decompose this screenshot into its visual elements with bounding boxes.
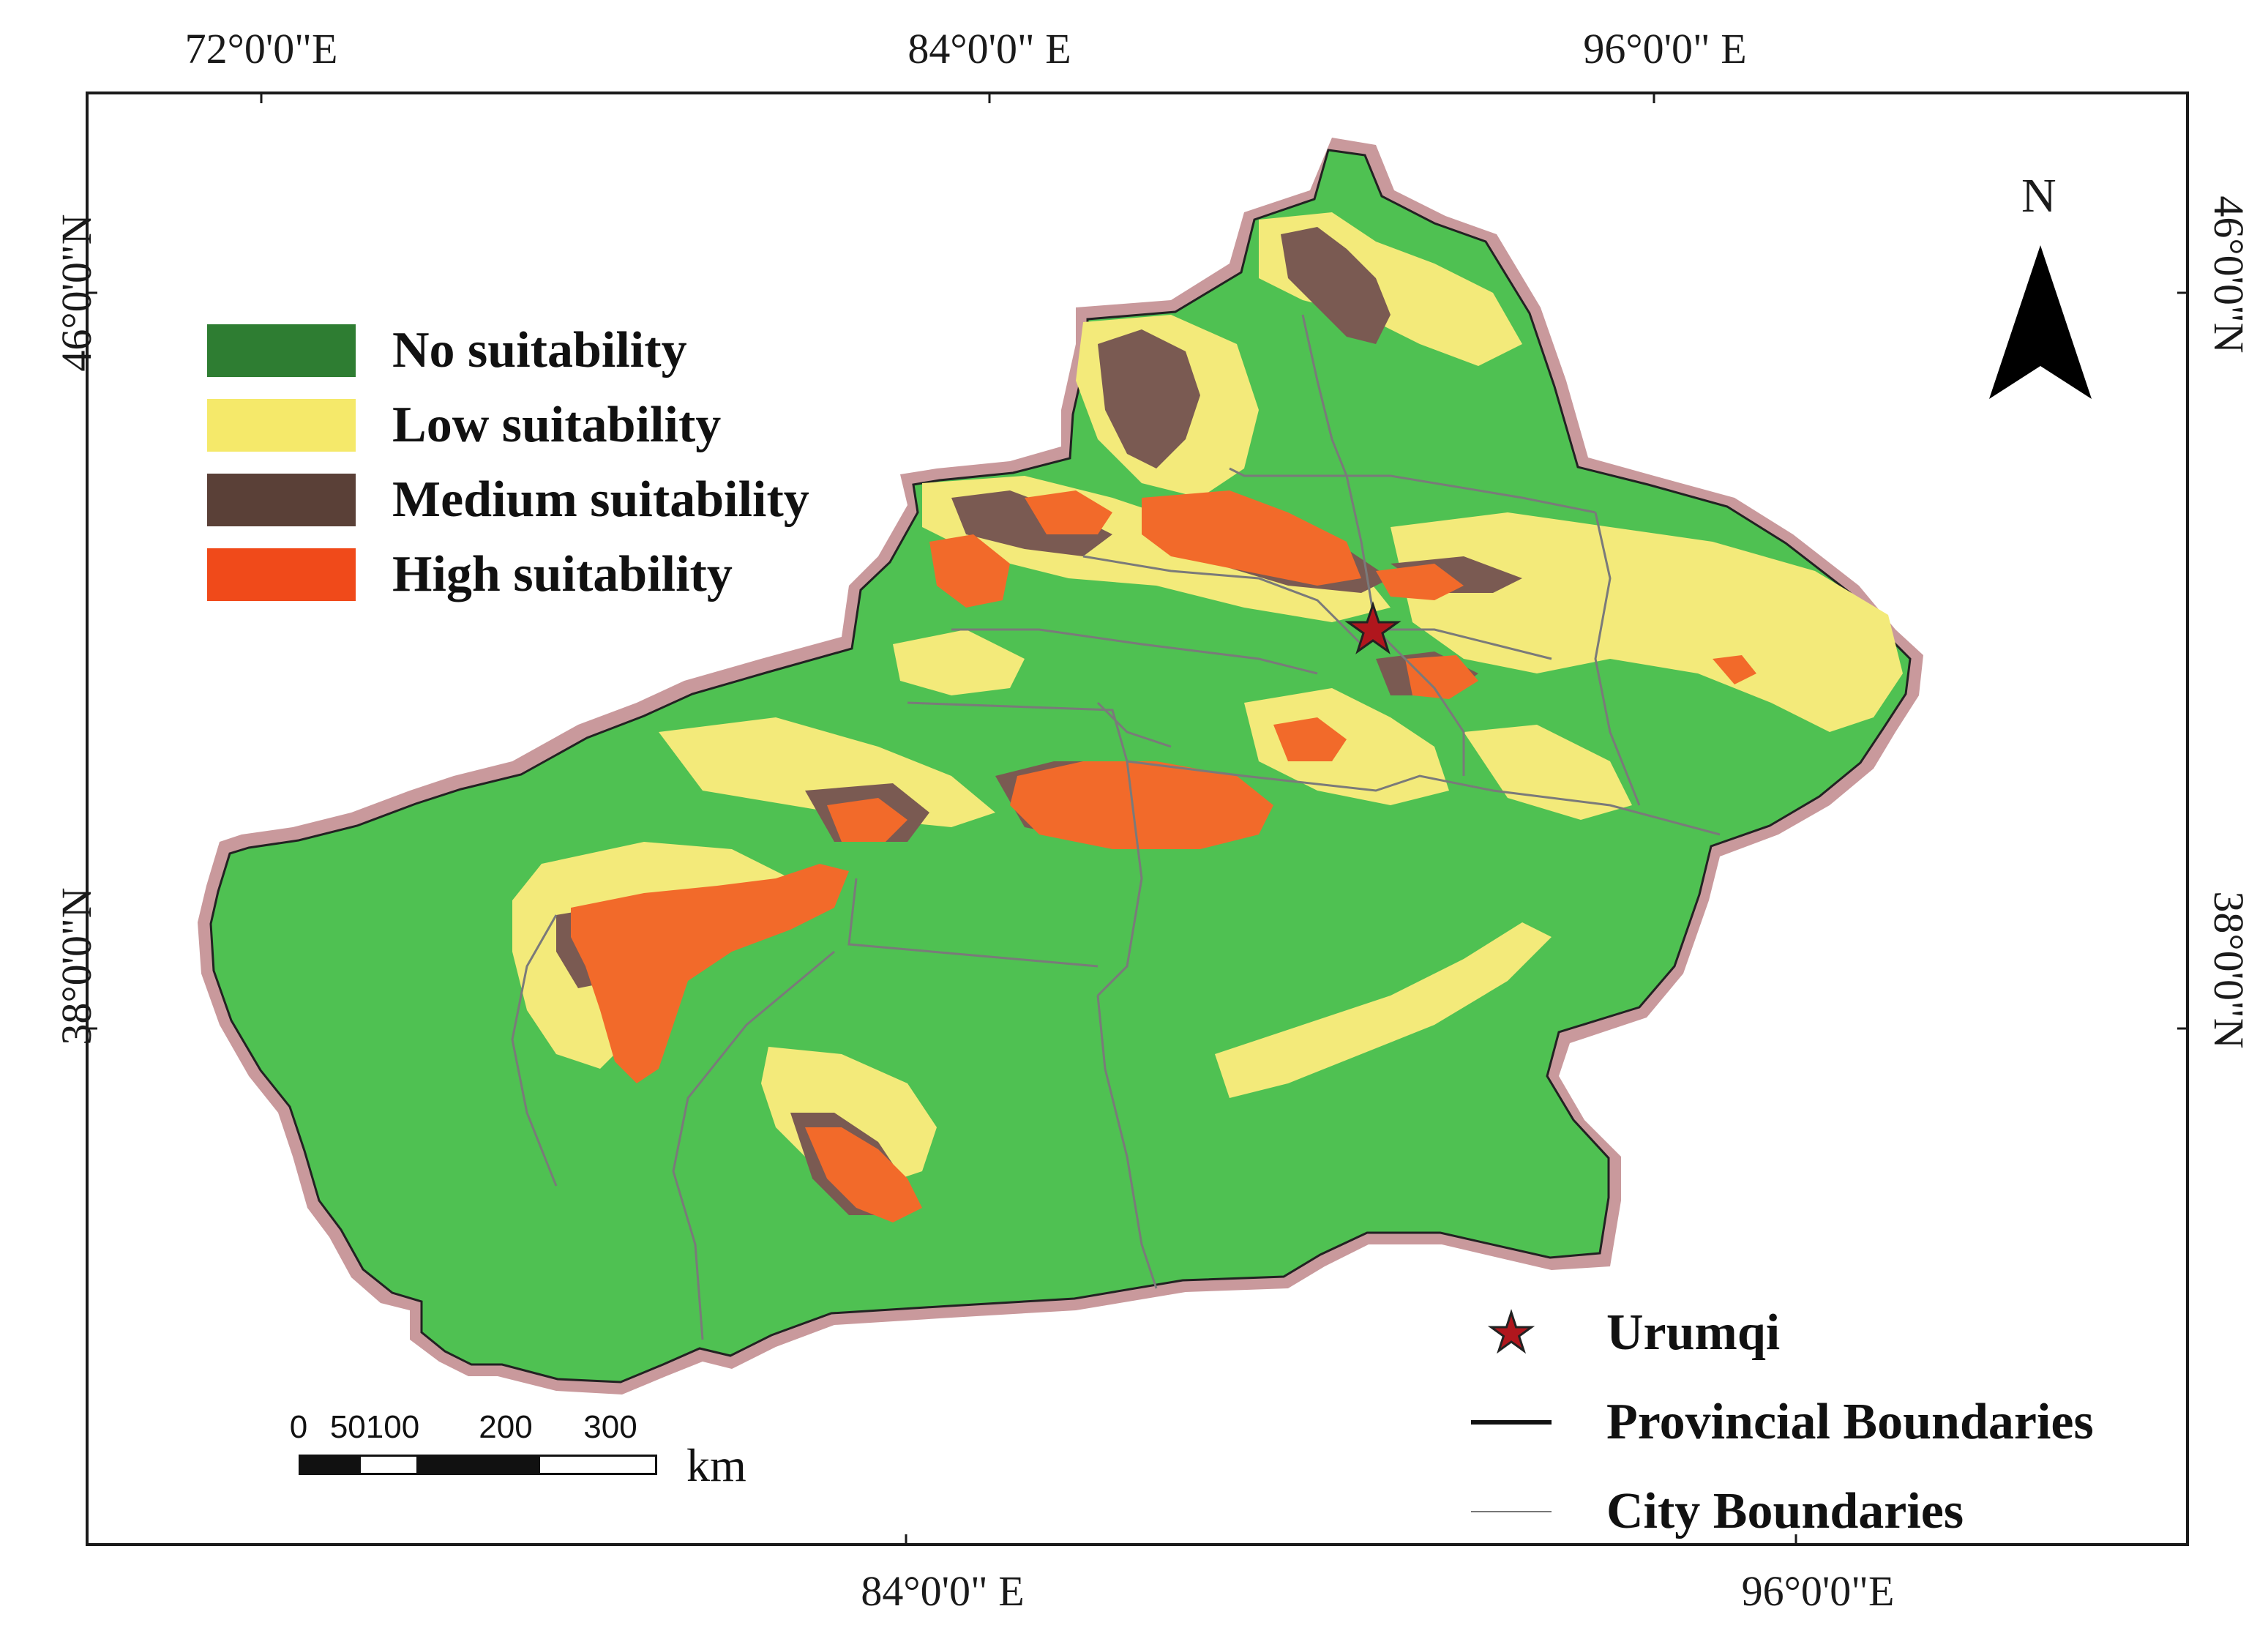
legend-label-high: High suitability [392,546,733,602]
left-label-46n: 46°0'0"N [53,214,100,372]
top-label-72e: 72°0'0"E [184,25,338,72]
legend-swatch-high [207,548,356,601]
scale-segment-3 [419,1455,538,1475]
scale-tick-50100: 50100 [329,1409,420,1445]
legend-item-high: High suitability [207,537,809,612]
legend-provincial: Provincial Boundaries [1471,1378,2094,1467]
urumqi-marker [1344,601,1401,654]
legend-label-low: Low suitability [392,397,722,453]
legend-city: City Boundaries [1471,1467,2094,1556]
legend-provincial-label: Provincial Boundaries [1606,1394,2094,1450]
legend-item-medium: Medium suitability [207,463,809,537]
legend-item-low: Low suitability [207,388,809,463]
scale-segment-4 [538,1455,657,1475]
legend-swatch-low [207,399,356,452]
city-boundaries [511,314,1721,1340]
bottom-label-96e: 96°0'0"E [1741,1567,1895,1615]
scale-segment-1 [299,1455,359,1475]
scale-tick-200: 200 [479,1409,533,1445]
symbol-legend: ★ Urumqi Provincial Boundaries City Boun… [1471,1288,2094,1556]
north-label: N [2021,169,2056,223]
scale-tick-300: 300 [583,1409,637,1445]
left-label-38n: 38°0'0"N [53,887,100,1045]
legend-urumqi: ★ Urumqi [1471,1288,2094,1378]
thick-line-icon [1471,1400,1552,1444]
legend-urumqi-label: Urumqi [1606,1304,1781,1361]
graticule-ticks [86,92,2189,1546]
thin-line-icon [1471,1490,1552,1534]
scale-unit: km [686,1439,746,1491]
bottom-label-84e: 84°0'0" E [861,1567,1025,1615]
star-icon: ★ [1486,1304,1536,1362]
suitability-legend: No suitability Low suitability Medium su… [207,313,809,612]
legend-item-no: No suitability [207,313,809,388]
legend-label-no: No suitability [392,322,687,378]
top-label-96e: 96°0'0" E [1583,25,1747,72]
scale-segment-2 [359,1455,419,1475]
right-label-38n: 38°0'0"N [2205,891,2253,1049]
right-label-46n: 46°0'0"N [2205,195,2253,354]
scale-tick-0: 0 [289,1409,308,1445]
legend-swatch-medium [207,474,356,526]
north-arrow-icon [1989,245,2092,399]
legend-city-label: City Boundaries [1606,1483,1964,1539]
legend-swatch-no [207,324,356,377]
legend-label-medium: Medium suitability [392,471,809,528]
high-suitability-patches [571,490,1756,1222]
top-label-84e: 84°0'0" E [907,25,1071,72]
